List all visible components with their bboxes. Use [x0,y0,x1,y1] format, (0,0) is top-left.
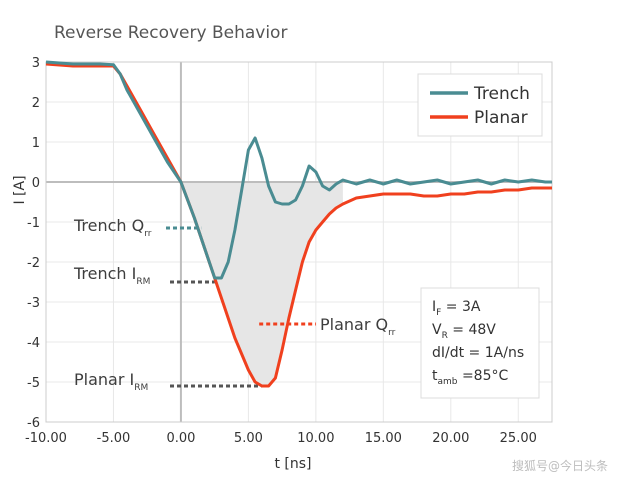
y-tick-label: 0 [32,176,40,191]
y-tick-label: -3 [27,296,40,311]
series-line-trench [45,60,552,280]
chart-title: Reverse Recovery Behavior [54,23,287,43]
y-tick-label: 1 [32,136,40,151]
x-tick-label: -5.00 [97,431,131,446]
x-tick-labels: -10.00 -5.00 0.00 5.00 10.00 15.00 20.00 25.00 [25,431,537,446]
conditions-box: IF = 3A VR = 48V dI/dt = 1A/ns tamb =85°… [420,287,540,399]
condition-vr: VR = 48V [432,322,496,341]
series-line-planar [45,62,552,388]
y-tick-label: -6 [27,416,40,431]
y-tick-label: -5 [27,376,40,391]
condition-tamb: tamb =85°C [432,368,508,387]
y-tick-label: -4 [27,336,40,351]
x-tick-label: 0.00 [166,431,195,446]
y-tick-label: -2 [27,256,40,271]
watermark: 搜狐号@今日头条 [512,458,608,473]
x-tick-label: 5.00 [234,431,263,446]
qrr-shaded-area [180,182,343,386]
y-tick-label: 3 [32,56,40,71]
y-tick-label: -1 [27,216,40,231]
x-tick-label: -10.00 [25,431,67,446]
annotation-planar-irm: Planar IRM [74,370,148,393]
plot-frame [45,61,553,423]
x-tick-label: 25.00 [500,431,537,446]
legend-label-planar: Planar [474,108,528,128]
annotation-trench-qrr: Trench Qrr [73,216,152,239]
condition-didt: dI/dt = 1A/ns [432,345,524,361]
conditions-frame [420,287,540,399]
x-tick-label: 20.00 [432,431,469,446]
annotation-trench-irm: Trench IRM [73,264,150,287]
condition-if: IF = 3A [432,299,481,318]
y-tick-label: 2 [32,96,40,111]
y-axis-label: I [A] [12,175,28,204]
y-tick-labels: 3 2 1 0 -1 -2 -3 -4 -5 -6 [27,56,40,431]
x-tick-label: 10.00 [297,431,334,446]
annotation-planar-qrr: Planar Qrr [320,315,396,338]
x-axis-label: t [ns] [274,456,311,472]
legend: Trench Planar [417,73,543,137]
legend-box [417,73,543,137]
legend-label-trench: Trench [473,84,530,104]
x-tick-label: 15.00 [365,431,402,446]
